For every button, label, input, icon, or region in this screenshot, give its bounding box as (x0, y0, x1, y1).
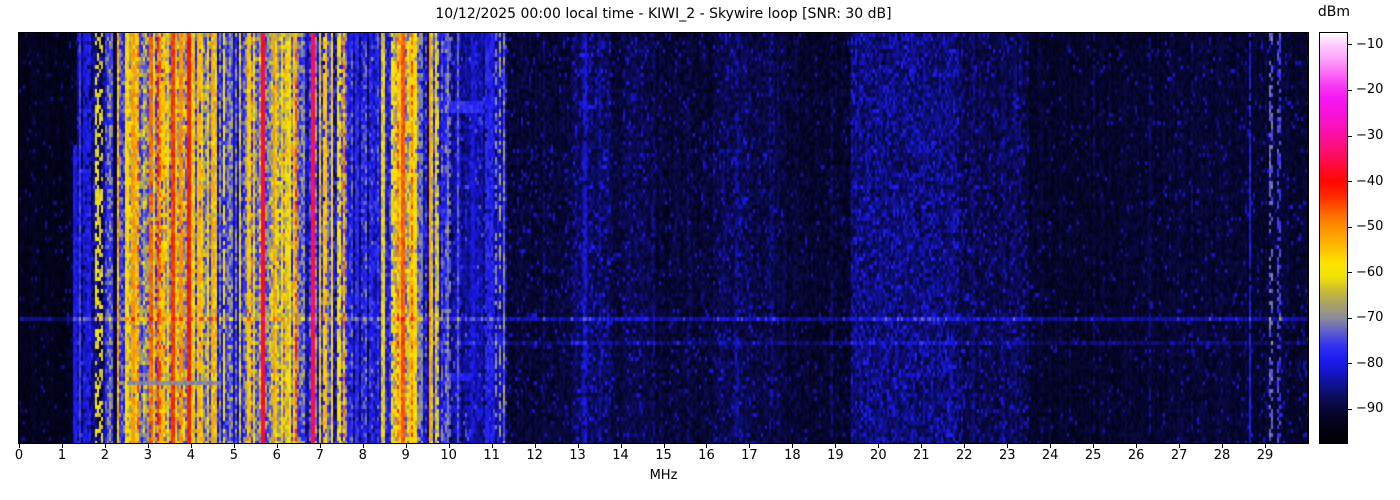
x-tick-label: 10 (440, 448, 457, 463)
x-tick-label: 19 (827, 448, 844, 463)
x-tick (577, 444, 579, 448)
x-tick-label: 8 (358, 448, 367, 463)
x-tick (749, 444, 751, 448)
x-tick-label: 21 (913, 448, 930, 463)
x-tick-label: 26 (1127, 448, 1145, 463)
x-tick (706, 444, 708, 448)
x-tick (19, 444, 20, 448)
x-tick (878, 444, 880, 448)
x-tick-label: 12 (526, 448, 543, 463)
x-tick (534, 444, 536, 448)
x-tick-label: 7 (315, 448, 324, 463)
x-tick-label: 13 (569, 448, 586, 463)
x-tick (620, 444, 622, 448)
colorbar-gradient (1320, 33, 1347, 443)
colorbar-tick-label: −70 (1356, 310, 1384, 326)
x-tick-label: 3 (143, 448, 153, 463)
x-tick-label: 6 (272, 448, 281, 463)
x-tick (1265, 444, 1267, 448)
colorbar-tick (1348, 272, 1352, 274)
x-tick-label: 22 (955, 448, 973, 463)
x-tick (190, 444, 192, 448)
x-tick (1007, 444, 1009, 448)
x-axis-label: MHz (649, 468, 678, 483)
x-tick-label: 5 (229, 448, 238, 463)
plot-frame (18, 32, 1309, 444)
colorbar-tick-label: −30 (1356, 128, 1384, 143)
x-tick (362, 444, 364, 448)
colorbar-tick-label: −10 (1356, 36, 1384, 52)
colorbar-tick (1348, 181, 1352, 183)
colorbar-tick-label: −90 (1356, 401, 1384, 417)
x-tick (663, 444, 665, 448)
colorbar (1319, 32, 1348, 444)
x-tick-label: 16 (698, 448, 715, 463)
x-tick-label: 0 (14, 448, 24, 463)
colorbar-tick-label: −80 (1356, 355, 1384, 371)
x-tick (319, 444, 321, 448)
x-tick (835, 444, 837, 448)
waterfall-heatmap (19, 33, 1308, 443)
x-tick-label: 29 (1256, 448, 1274, 463)
x-tick-label: 9 (401, 448, 410, 463)
x-tick (1093, 444, 1095, 448)
colorbar-tick (1348, 226, 1352, 228)
x-tick (1222, 444, 1224, 448)
x-tick (233, 444, 235, 448)
colorbar-tick (1348, 408, 1352, 410)
x-tick-label: 24 (1041, 448, 1059, 463)
x-tick-label: 1 (57, 448, 67, 463)
x-tick-label: 17 (741, 448, 758, 463)
x-tick (448, 444, 450, 448)
x-tick (405, 444, 407, 448)
x-tick (921, 444, 923, 448)
x-tick-label: 14 (612, 448, 629, 463)
colorbar-tick-label: −50 (1356, 219, 1384, 235)
x-tick (491, 444, 493, 448)
colorbar-tick (1348, 363, 1352, 365)
chart-title: 10/12/2025 00:00 local time - KIWI_2 - S… (435, 6, 892, 22)
colorbar-unit-label: dBm (1317, 4, 1351, 20)
x-tick-label: 25 (1084, 448, 1102, 463)
x-tick (104, 444, 106, 448)
colorbar-tick (1348, 317, 1352, 319)
x-tick (61, 444, 63, 448)
x-tick-label: 18 (784, 448, 801, 463)
colorbar-tick (1348, 44, 1352, 46)
x-tick-label: 4 (186, 448, 195, 463)
colorbar-tick-label: −20 (1356, 82, 1384, 98)
x-tick-label: 20 (870, 448, 887, 463)
x-tick-label: 15 (655, 448, 672, 463)
colorbar-tick-label: −40 (1356, 173, 1384, 189)
x-tick-label: 27 (1170, 448, 1188, 463)
x-tick (1136, 444, 1138, 448)
x-tick-label: 2 (100, 448, 110, 463)
x-tick (792, 444, 794, 448)
x-tick-label: 23 (998, 448, 1016, 463)
colorbar-tick-label: −60 (1356, 264, 1384, 280)
x-tick-label: 28 (1213, 448, 1231, 463)
x-tick (147, 444, 149, 448)
colorbar-tick (1348, 135, 1352, 137)
x-tick-label: 11 (483, 448, 500, 463)
x-tick (964, 444, 966, 448)
x-tick (1179, 444, 1181, 448)
colorbar-tick (1348, 89, 1352, 91)
x-tick (276, 444, 278, 448)
x-tick (1050, 444, 1052, 448)
